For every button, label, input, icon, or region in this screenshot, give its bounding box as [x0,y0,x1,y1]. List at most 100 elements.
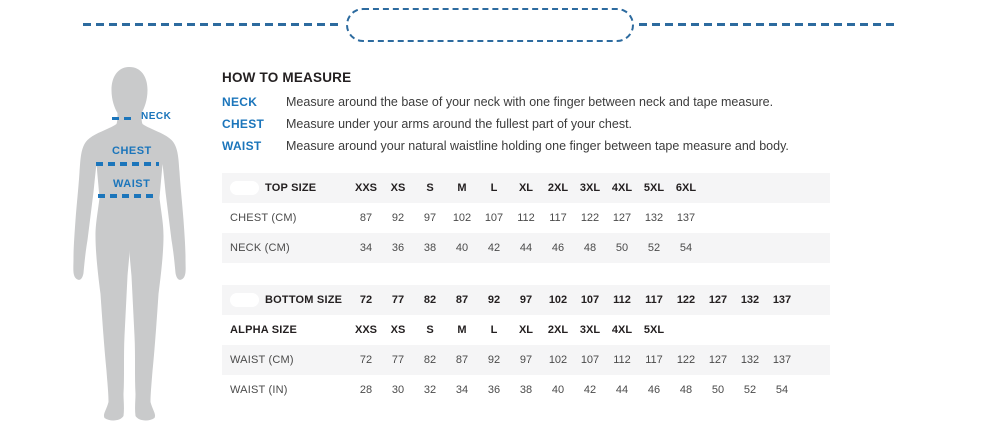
bottom-size-header-label-cell: BOTTOM SIZE [222,293,350,307]
waist-cm-value: 127 [708,354,728,366]
alpha-size-value: XXS [354,324,377,336]
bottom-size-value: 117 [645,294,663,306]
chest-cm-value: 117 [549,212,567,224]
body-silhouette [73,67,186,421]
waist-cm-values: 72 77 82 87 92 97 102 107 112 117 122 127 132 137 [350,354,798,366]
waist-in-value: 52 [743,384,757,396]
figure-chest-line [96,162,159,166]
bottom-size-value: 82 [423,294,437,306]
waist-in-value: 46 [647,384,661,396]
figure-neck-label: NECK [141,111,172,122]
waist-cm-value: 117 [645,354,663,366]
neck-cm-value: 52 [647,242,661,254]
alpha-size-row: ALPHA SIZE XXS XS S M L XL 2XL 3XL 4XL 5XL [222,315,830,345]
measure-term-neck: NECK [222,95,258,109]
alpha-size-value: S [426,324,434,336]
chest-cm-value: 137 [676,212,696,224]
chest-cm-value: 102 [452,212,472,224]
neck-cm-value: 38 [423,242,437,254]
waist-in-value: 54 [775,384,789,396]
size-column-header: 4XL [611,182,633,194]
top-size-header-label-cell: TOP SIZE [222,181,350,195]
waist-cm-row: WAIST (CM) 72 77 82 87 92 97 102 107 112 117 122 12… [222,345,830,375]
waist-in-value: 48 [679,384,693,396]
neck-cm-value: 46 [551,242,565,254]
chest-cm-value: 92 [391,212,405,224]
measure-definitions: NECK Measure around the base of your nec… [222,91,982,157]
size-column-header: L [490,182,498,194]
measure-desc-waist: Measure around your natural waistline ho… [286,139,789,153]
neck-cm-value: 44 [519,242,533,254]
bottom-size-value: 77 [391,294,405,306]
body-measurement-figure: NECK CHEST WAIST [0,0,220,434]
chest-cm-value: 97 [423,212,437,224]
bottom-size-values: 72 77 82 87 92 97 102 107 112 117 122 127 132 137 [350,294,798,306]
neck-cm-value: 36 [391,242,405,254]
waist-cm-value: 112 [613,354,631,366]
waist-in-value: 30 [391,384,405,396]
bottom-size-value: 112 [613,294,631,306]
alpha-size-value: M [457,324,467,336]
alpha-size-value: L [490,324,498,336]
chest-cm-value: 132 [644,212,664,224]
waist-cm-value: 102 [548,354,568,366]
size-column-header: XL [518,182,534,194]
waist-in-values: 28 30 32 34 36 38 40 42 44 46 48 50 52 54 [350,384,798,396]
waist-cm-value: 132 [740,354,760,366]
waist-in-value: 42 [583,384,597,396]
neck-cm-value: 54 [679,242,693,254]
waist-cm-value: 137 [772,354,792,366]
size-column-header: XXS [354,182,377,194]
chest-cm-value: 107 [484,212,504,224]
waist-cm-value: 107 [580,354,600,366]
size-column-header: M [457,182,467,194]
chest-cm-values: 87 92 97 102 107 112 117 122 127 132 137 [350,212,702,224]
waist-in-value: 40 [551,384,565,396]
size-column-header: 3XL [579,182,601,194]
alpha-size-values: XXS XS S M L XL 2XL 3XL 4XL 5XL [350,324,670,336]
bottom-size-value: 87 [455,294,469,306]
alpha-size-label: ALPHA SIZE [230,324,297,336]
measure-desc-chest: Measure under your arms around the fulle… [286,117,633,131]
bottom-size-value: 97 [519,294,533,306]
neck-cm-value: 50 [615,242,629,254]
waist-cm-value: 77 [391,354,405,366]
measure-term-waist: WAIST [222,139,262,153]
top-size-header-row: TOP SIZE XXS XS S M L XL 2XL 3XL 4XL 5XL 6XL [222,173,830,203]
bottom-size-value: 127 [708,294,728,306]
neck-cm-row: NECK (CM) 34 36 38 40 42 44 46 48 50 52 54 [222,233,830,263]
waist-in-value: 28 [359,384,373,396]
bottom-size-value: 92 [487,294,501,306]
size-column-header: XS [390,182,406,194]
erased-logo-patch [230,181,259,195]
top-size-table: TOP SIZE XXS XS S M L XL 2XL 3XL 4XL 5XL 6XL CHEST… [222,173,830,263]
waist-in-value: 50 [711,384,725,396]
waist-cm-value: 87 [455,354,469,366]
figure-neck-line [112,117,136,120]
alpha-size-value: XL [518,324,534,336]
waist-cm-value: 82 [423,354,437,366]
size-column-header: 5XL [643,182,665,194]
waist-in-value: 38 [519,384,533,396]
erased-logo-patch [230,293,259,307]
how-to-measure-title: HOW TO MEASURE [222,70,352,85]
waist-cm-label: WAIST (CM) [230,354,294,366]
divider-capsule [346,8,634,42]
waist-in-value: 32 [423,384,437,396]
waist-in-value: 34 [455,384,469,396]
measure-desc-neck: Measure around the base of your neck wit… [286,95,774,109]
waist-in-value: 44 [615,384,629,396]
waist-cm-value: 97 [519,354,533,366]
top-size-columns: XXS XS S M L XL 2XL 3XL 4XL 5XL 6XL [350,182,702,194]
chest-cm-value: 112 [517,212,535,224]
neck-cm-values: 34 36 38 40 42 44 46 48 50 52 54 [350,242,702,254]
figure-waist-line [98,194,155,198]
neck-cm-value: 48 [583,242,597,254]
chest-cm-row: CHEST (CM) 87 92 97 102 107 112 117 122 127 132 13… [222,203,830,233]
bottom-size-value: 102 [548,294,568,306]
measure-term-chest: CHEST [222,117,265,131]
divider-dash-left [83,23,343,26]
neck-cm-value: 34 [359,242,373,254]
neck-cm-value: 40 [455,242,469,254]
